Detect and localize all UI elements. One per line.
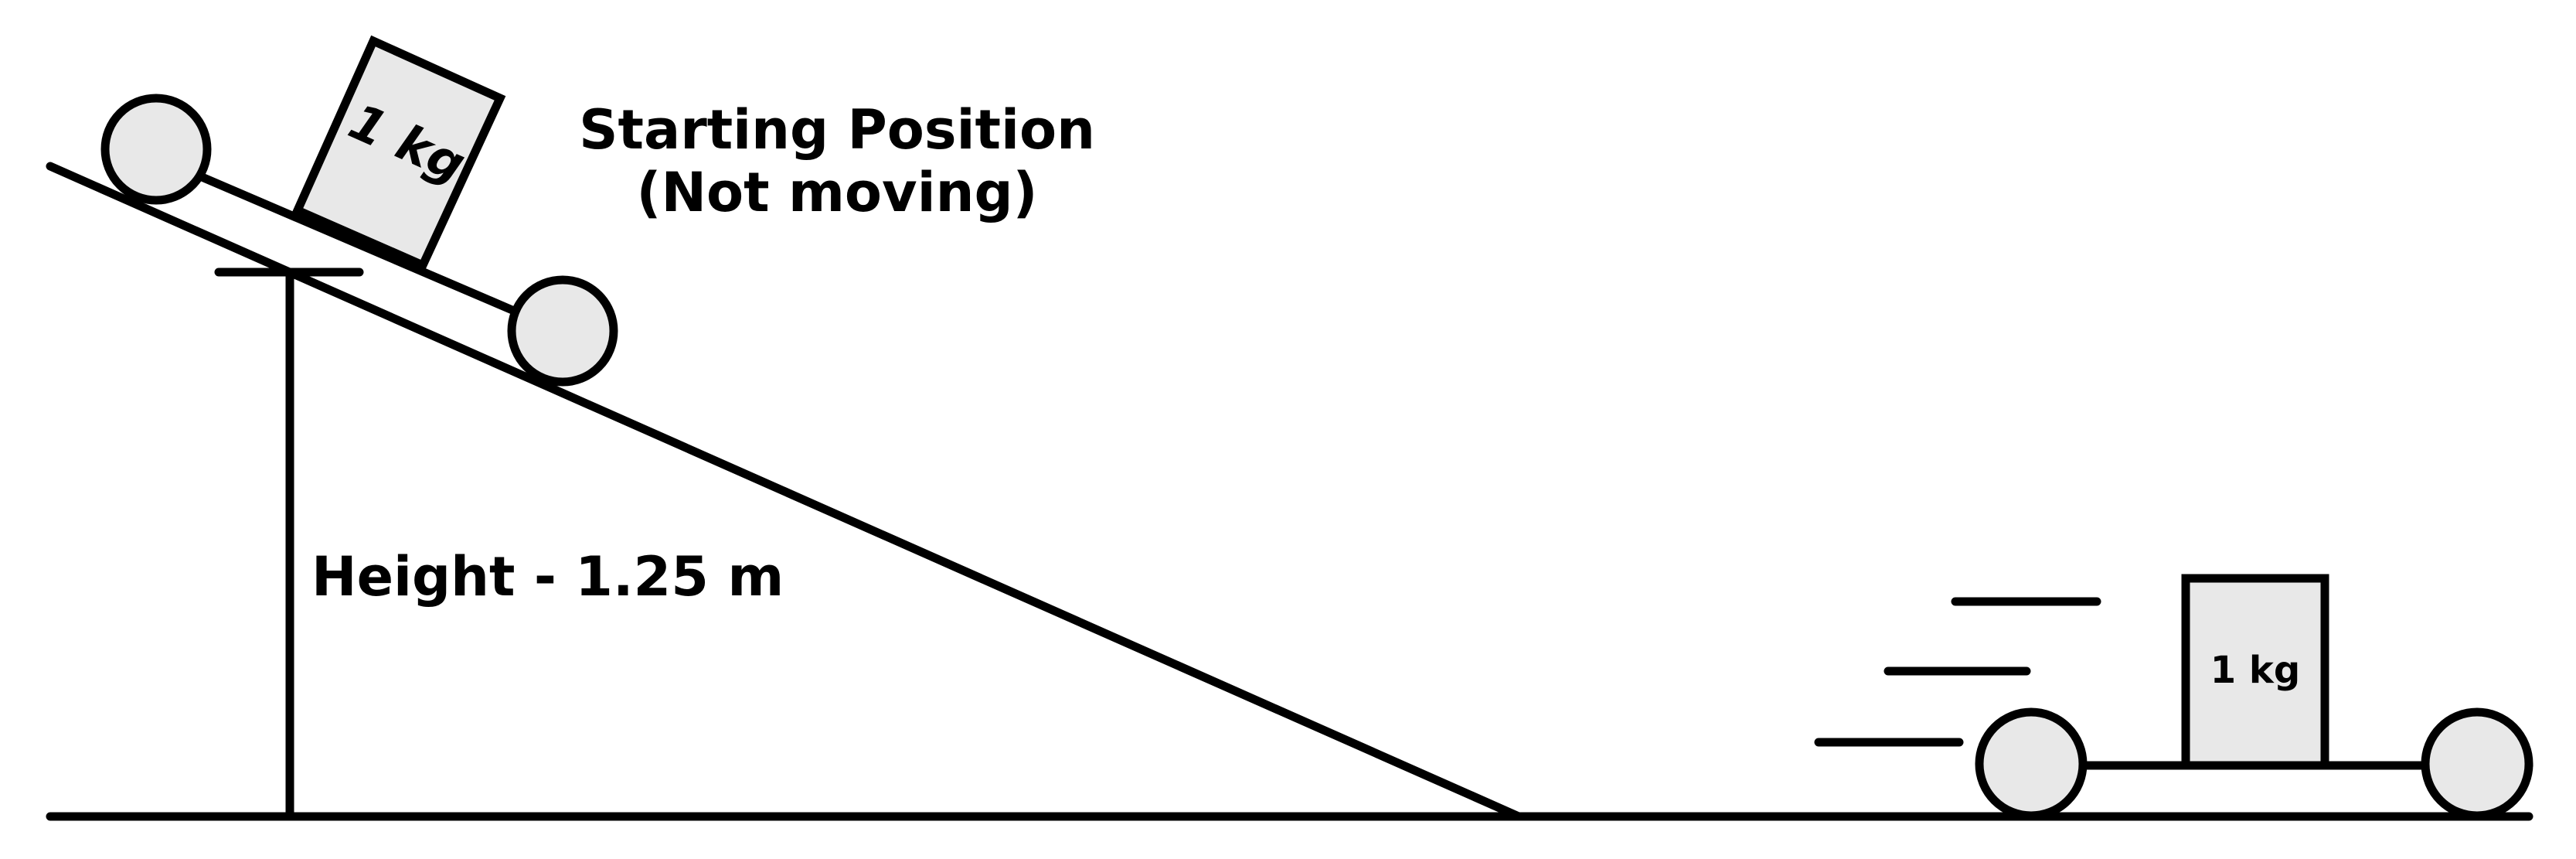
not-moving-label: (Not moving) [636,161,1037,224]
top-cart-base [185,167,519,315]
bottom-cart-rear-wheel [1975,707,2088,820]
top-cart-rear-wheel [100,94,212,205]
bottom-cart: 1 kg [1975,574,2533,820]
bottom-cart-mass-box [2181,574,2329,770]
bottom-cart-front-wheel [2421,707,2533,820]
bottom-cart-mass-label: 1 kg [2210,649,2300,692]
starting-position-label: Starting Position [579,98,1095,162]
top-cart-mass-box [291,35,506,271]
top-cart: 1 kg [100,35,618,387]
height-label: Height - 1.25 m [311,545,784,608]
motion-lines [1814,597,2101,747]
top-cart-front-wheel [507,275,618,387]
ramp-slope [46,162,1523,821]
